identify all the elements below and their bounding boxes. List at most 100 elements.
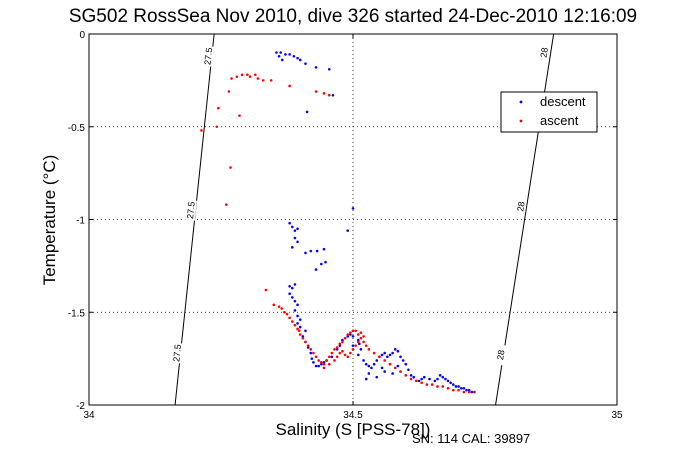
ascent-point — [462, 390, 466, 394]
ascent-point — [229, 166, 232, 169]
descent-point — [290, 246, 294, 249]
legend-label-ascent: ascent — [540, 113, 579, 128]
descent-point — [362, 359, 365, 362]
ascent-point — [349, 351, 352, 355]
descent-point — [396, 349, 400, 353]
descent-point — [391, 351, 394, 355]
descent-point — [404, 362, 408, 366]
contour-label-bg — [537, 41, 551, 64]
descent-point — [275, 51, 278, 54]
descent-point — [396, 364, 400, 368]
ascent-point — [383, 359, 386, 362]
descent-point — [330, 355, 334, 359]
ascent-point — [269, 79, 273, 82]
ascent-point — [227, 90, 231, 93]
descent-point — [280, 58, 284, 62]
contour-label-bg — [494, 344, 508, 366]
y-tick-label: -1 — [76, 216, 85, 227]
descent-point — [310, 357, 314, 360]
ascent-point — [359, 336, 363, 340]
legend-box — [500, 91, 598, 133]
descent-point — [346, 335, 350, 338]
descent-point — [296, 322, 299, 325]
descent-point — [324, 260, 327, 264]
chart-title: SG502 RossSea Nov 2010, dive 326 started… — [69, 6, 637, 27]
ascent-point — [297, 329, 301, 333]
ascent-point — [436, 385, 439, 388]
descent-point — [301, 335, 305, 338]
descent-point — [296, 303, 299, 307]
data-points — [200, 51, 476, 394]
ascent-point — [335, 355, 339, 359]
ascent-point — [277, 305, 281, 308]
descent-point — [391, 372, 394, 375]
descent-point — [449, 381, 452, 385]
ascent-point — [309, 348, 313, 351]
ascent-point — [288, 84, 291, 88]
ascent-point — [333, 348, 336, 351]
descent-point — [364, 362, 368, 366]
ascent-point — [452, 388, 455, 392]
ascent-point — [261, 79, 265, 82]
ascent-point — [215, 125, 219, 129]
descent-point — [375, 375, 379, 379]
descent-point — [393, 348, 397, 351]
contour-label: 27.5 — [202, 47, 214, 65]
descent-point — [322, 361, 326, 364]
descent-point — [288, 221, 291, 225]
ascent-point — [457, 388, 460, 392]
descent-point — [296, 56, 299, 60]
y-tick-label: -2 — [76, 401, 85, 412]
descent-point — [338, 344, 342, 347]
descent-point — [401, 359, 405, 362]
ascent-point — [290, 320, 294, 323]
ascent-point — [415, 379, 418, 383]
descent-point — [356, 338, 360, 342]
y-tick-label: 0 — [79, 30, 85, 41]
ascent-point — [359, 331, 363, 334]
ascent-point — [264, 288, 268, 292]
descent-point — [372, 362, 376, 366]
ascent-point — [256, 77, 260, 80]
ascent-point — [301, 336, 305, 340]
ascent-point — [351, 348, 355, 351]
ascent-point — [346, 355, 350, 359]
descent-point — [444, 377, 447, 381]
ascent-point — [322, 366, 326, 370]
contour-label: 27.5 — [171, 344, 183, 362]
descent-point — [331, 93, 335, 97]
descent-point — [436, 377, 439, 381]
ascent-point — [356, 333, 360, 336]
descent-point — [298, 58, 302, 62]
descent-point — [277, 54, 281, 58]
ascent-point — [343, 353, 347, 357]
contour-label-bg — [514, 195, 528, 218]
descent-point — [304, 251, 307, 255]
descent-point — [359, 348, 363, 351]
ascent-point — [393, 366, 397, 370]
ascent-point — [254, 73, 257, 77]
contour-label: 28 — [538, 47, 549, 58]
legend-marker-ascent — [519, 119, 523, 123]
ascent-point — [333, 359, 336, 362]
ascent-point — [362, 335, 365, 338]
descent-point — [399, 355, 402, 359]
ascent-point — [200, 129, 203, 132]
ascent-point — [285, 312, 289, 316]
descent-point — [351, 207, 355, 210]
ascent-point — [378, 355, 381, 359]
ascent-point — [288, 316, 291, 320]
descent-point — [314, 66, 318, 69]
descent-point — [351, 335, 355, 338]
ascent-point — [283, 310, 286, 314]
ascent-point — [338, 342, 342, 346]
descent-point — [383, 351, 386, 355]
ascent-point — [420, 381, 423, 385]
ascent-point — [327, 355, 331, 359]
descent-point — [298, 318, 302, 321]
ascent-point — [354, 329, 357, 333]
x-axis-label: Salinity (S [PSS-78]) — [276, 420, 431, 439]
ascent-point — [346, 333, 350, 336]
y-axis-label: Temperature (°C) — [40, 155, 59, 286]
